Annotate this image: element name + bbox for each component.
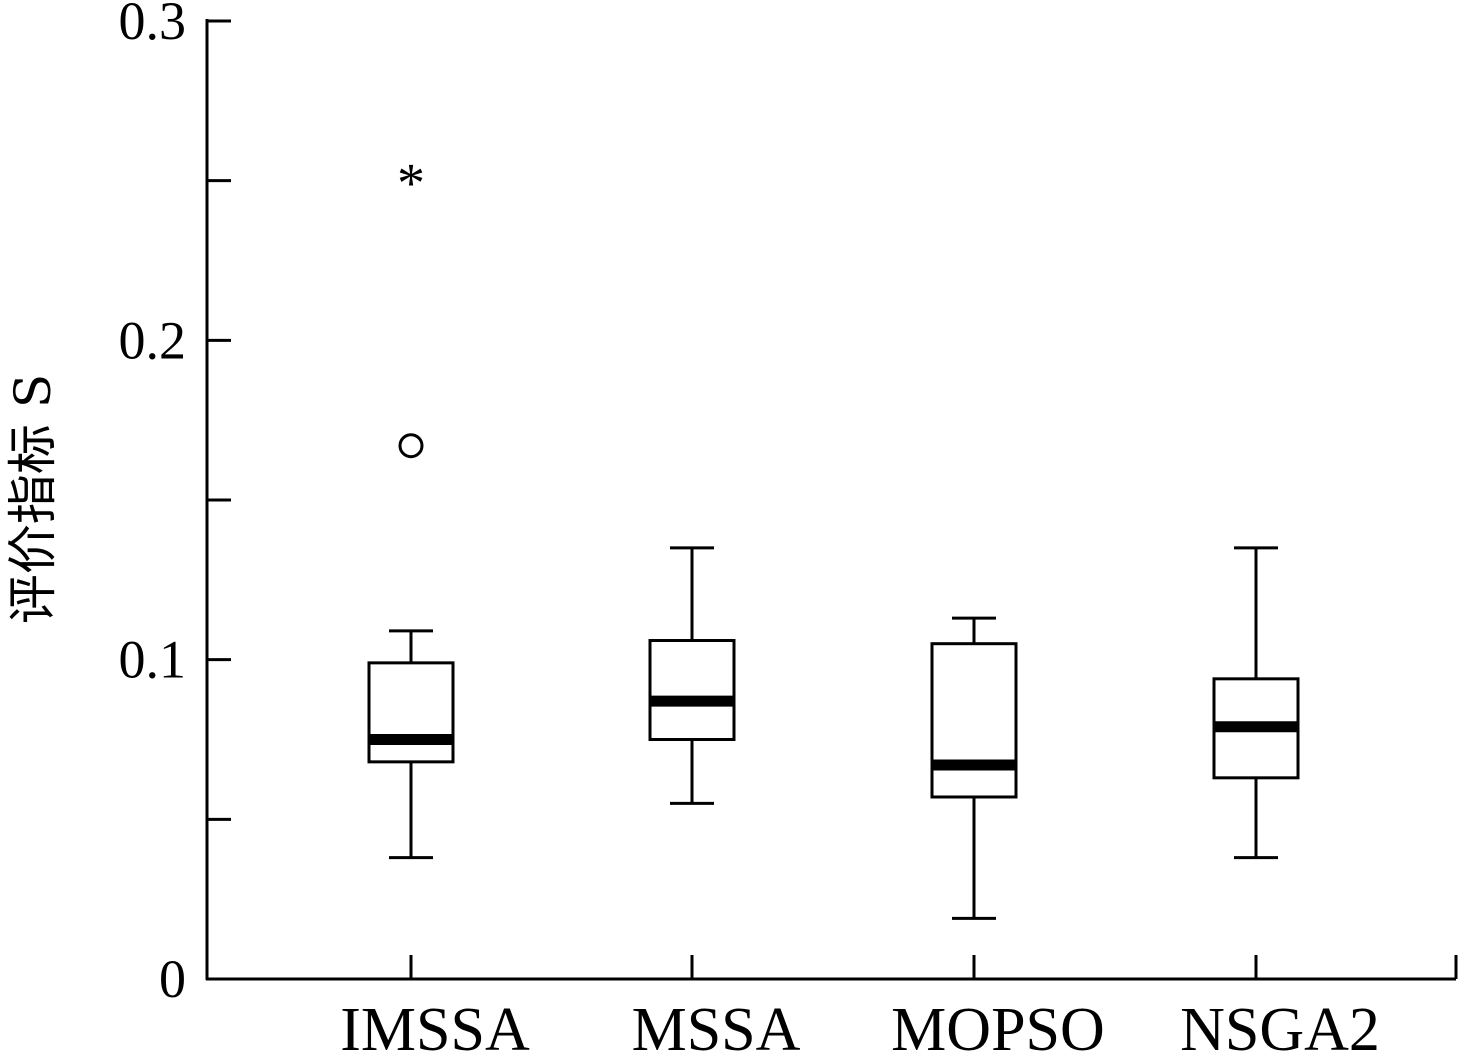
box-mopso	[930, 616, 1018, 920]
y-tick-label-4: 0.2	[119, 310, 187, 370]
y-axis-label: 评价指标 S	[4, 374, 62, 624]
x-tick-label-imssa: IMSSA	[340, 996, 530, 1053]
outlier-circle-imssa-0	[398, 433, 424, 459]
iqr-box-mssa	[648, 639, 736, 741]
box-nsga2	[1212, 546, 1300, 860]
iqr-box-mopso	[930, 642, 1018, 799]
boxes: *	[367, 152, 1300, 920]
x-tick-label-mopso: MOPSO	[891, 996, 1105, 1053]
iqr-box-imssa	[367, 661, 455, 764]
y-tick-label-6: 0.3	[119, 0, 187, 51]
x-tick-label-nsga2: NSGA2	[1180, 996, 1380, 1053]
y-axis: 0 0.1 0.2 0.3	[119, 0, 231, 1009]
y-tick-label-0: 0	[159, 949, 186, 1009]
x-axis: IMSSA MSSA MOPSO NSGA2	[206, 955, 1458, 1053]
box-imssa: *	[367, 152, 455, 860]
outlier-star-imssa-1: *	[397, 152, 425, 214]
y-tick-label-2: 0.1	[119, 630, 187, 690]
x-tick-label-mssa: MSSA	[632, 996, 801, 1053]
box-mssa	[648, 546, 736, 805]
